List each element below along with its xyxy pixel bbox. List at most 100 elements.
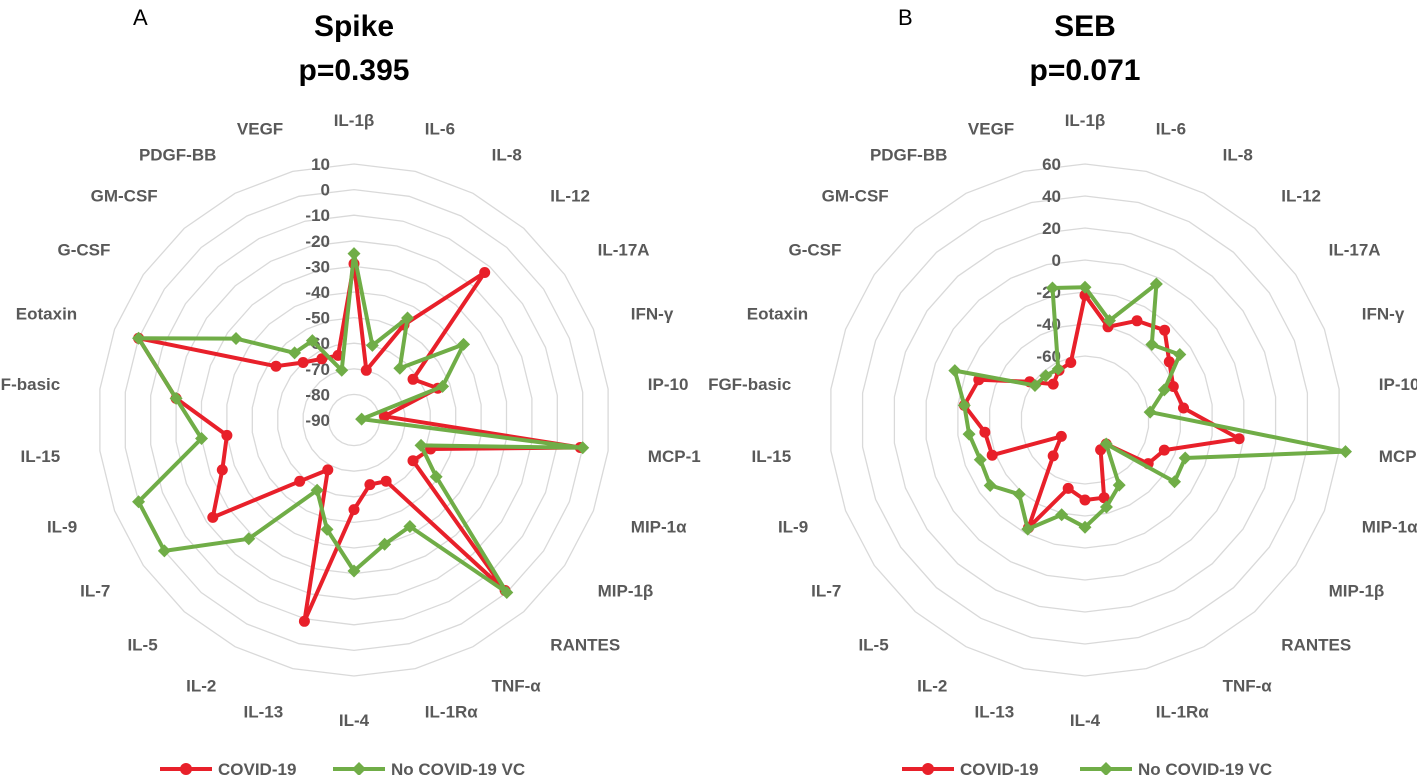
legend-covid-marker xyxy=(922,763,934,775)
category-label-ip-10: IP-10 xyxy=(1379,375,1417,394)
category-label-tnf-alpha: TNF-α xyxy=(492,677,542,696)
legend-covid-label: COVID-19 xyxy=(960,760,1038,775)
radial-tick-labels: 100-10-20-30-40-50-60-70-80-90 xyxy=(305,155,330,430)
category-label-mip-1beta: MIP-1β xyxy=(1329,581,1385,600)
data-point-covid-19-il-13 xyxy=(1062,482,1074,494)
tick-label: -20 xyxy=(305,232,330,251)
data-point-covid-19-il-13 xyxy=(298,615,310,627)
data-point-no-covid-19-vc-il-17a xyxy=(457,337,471,351)
category-label-il-17a: IL-17A xyxy=(1329,241,1381,260)
data-point-no-covid-19-vc-il-5 xyxy=(1012,487,1026,501)
category-label-il-9: IL-9 xyxy=(778,517,808,536)
data-point-covid-19-mip-1alpha xyxy=(1158,444,1170,456)
tick-label: -50 xyxy=(305,309,330,328)
gridline-ring xyxy=(175,240,533,600)
category-label-il-5: IL-5 xyxy=(127,636,157,655)
data-point-covid-19-vegf xyxy=(1065,357,1077,368)
category-label-mip-1alpha: MIP-1α xyxy=(1362,517,1417,536)
data-point-no-covid-19-vc-il-2 xyxy=(1021,522,1035,536)
gridline-ring xyxy=(302,368,406,472)
category-label-ip-10: IP-10 xyxy=(648,375,689,394)
data-point-no-covid-19-vc-il-15 xyxy=(195,432,209,446)
data-point-covid-19-il-12 xyxy=(479,267,491,278)
category-labels: IL-1β IL-6 IL-8 IL-12 IL-17A IFN-γ IP-10 MCP-1 M… xyxy=(708,111,1417,730)
gridline-ring xyxy=(861,195,1309,645)
data-point-no-covid-19-vc-il-15 xyxy=(962,427,976,441)
data-point-no-covid-19-vc-g-csf xyxy=(1028,378,1042,392)
category-label-il-7: IL-7 xyxy=(811,581,841,600)
category-label-il-8: IL-8 xyxy=(1223,145,1253,164)
chart-subtitle: p=0.395 xyxy=(299,54,410,87)
category-label-il-13: IL-13 xyxy=(244,702,284,721)
data-point-covid-19-il-7 xyxy=(1055,430,1067,442)
category-label-il-9: IL-9 xyxy=(47,517,77,536)
category-label-fgf-basic: FGF-basic xyxy=(708,375,791,394)
data-point-no-covid-19-vc-il-5 xyxy=(242,532,256,546)
data-point-covid-19-il-17a xyxy=(407,373,419,385)
category-label-fgf-basic: FGF-basic xyxy=(0,375,60,394)
category-label-mip-1beta: MIP-1β xyxy=(598,581,654,600)
category-label-il-4: IL-4 xyxy=(339,711,370,730)
legend: COVID-19 No COVID-19 VC xyxy=(902,760,1272,775)
data-point-covid-19-il-7 xyxy=(207,511,219,523)
data-point-covid-19-il-9 xyxy=(216,464,228,476)
category-label-il-6: IL-6 xyxy=(1156,120,1186,139)
data-point-no-covid-19-vc-il-1beta xyxy=(347,247,361,261)
category-label-rantes: RANTES xyxy=(550,636,620,655)
data-point-no-covid-19-vc-g-csf xyxy=(229,332,243,346)
data-point-no-covid-19-vc-mip-1alpha xyxy=(1178,451,1192,465)
data-point-no-covid-19-vc-mcp-1 xyxy=(1338,445,1352,459)
category-label-ifn-gamma: IFN-γ xyxy=(631,305,674,324)
category-label-il-1ralpha: IL-1Rα xyxy=(425,702,479,721)
category-label-eotaxin: Eotaxin xyxy=(16,305,77,324)
category-label-il-8: IL-8 xyxy=(492,145,522,164)
category-label-g-csf: G-CSF xyxy=(58,241,111,260)
category-label-il-4: IL-4 xyxy=(1070,711,1101,730)
category-label-il-5: IL-5 xyxy=(858,636,888,655)
tick-label: 40 xyxy=(1042,187,1061,206)
tick-label: -60 xyxy=(1036,347,1061,366)
gridline-ring xyxy=(124,188,584,652)
gridline-ring xyxy=(1020,355,1150,485)
data-point-no-covid-19-vc-eotaxin xyxy=(132,331,146,345)
data-point-no-covid-19-vc-fgf-basic xyxy=(957,398,971,412)
data-point-covid-19-il-8 xyxy=(1131,315,1143,327)
data-point-no-covid-19-vc-il-1ralpha xyxy=(1099,500,1113,514)
legend-covid-label: COVID-19 xyxy=(218,760,296,775)
category-label-mcp-1: MCP-1 xyxy=(1379,447,1417,466)
radar-grid xyxy=(830,163,1340,677)
data-point-covid-19-il-17a xyxy=(1163,356,1175,368)
category-label-gm-csf: GM-CSF xyxy=(822,186,889,205)
category-label-mcp-1: MCP-1 xyxy=(648,447,701,466)
data-point-no-covid-19-vc-il-12 xyxy=(1145,338,1159,352)
panel-letter: B xyxy=(898,5,913,30)
category-label-eotaxin: Eotaxin xyxy=(747,305,808,324)
data-point-no-covid-19-vc-il-13 xyxy=(320,522,334,536)
data-point-no-covid-19-vc-il-17a xyxy=(1173,348,1187,362)
tick-label: 20 xyxy=(1042,219,1061,238)
category-label-il-15: IL-15 xyxy=(752,447,792,466)
gridline-ring xyxy=(251,316,457,524)
data-point-covid-19-gm-csf xyxy=(297,357,309,368)
tick-label: 0 xyxy=(1052,251,1061,270)
chart-title: Spike xyxy=(314,10,394,43)
data-point-no-covid-19-vc-il-6 xyxy=(365,338,379,352)
gridline-ring xyxy=(327,393,381,447)
series-layer xyxy=(132,247,590,627)
category-label-pdgf-bb: PDGF-BB xyxy=(870,145,947,164)
category-label-ifn-gamma: IFN-γ xyxy=(1362,305,1405,324)
data-point-no-covid-19-vc-vegf xyxy=(1045,281,1059,295)
category-label-rantes: RANTES xyxy=(1281,636,1351,655)
data-point-no-covid-19-vc-il-6 xyxy=(1103,314,1117,328)
data-point-covid-19-il-1ralpha xyxy=(364,479,376,491)
data-point-no-covid-19-vc-il-8 xyxy=(401,311,415,325)
data-point-no-covid-19-vc-rantes xyxy=(500,585,514,599)
data-point-no-covid-19-vc-fgf-basic xyxy=(169,391,183,405)
data-point-covid-19-il-6 xyxy=(360,364,372,376)
tick-label: 60 xyxy=(1042,155,1061,174)
data-point-covid-19-mip-1beta xyxy=(407,455,419,467)
gridline-ring xyxy=(830,163,1340,677)
data-point-no-covid-19-vc-vegf xyxy=(335,363,349,377)
tick-label: -30 xyxy=(305,257,330,276)
